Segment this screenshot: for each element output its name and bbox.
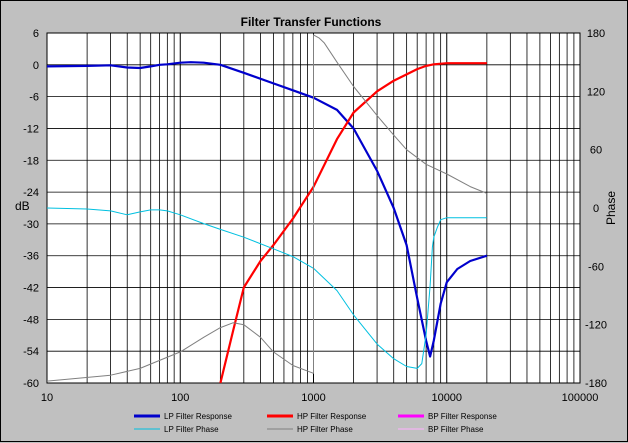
legend-label: HP Filter Response [297, 412, 367, 421]
series-line-1 [219, 62, 487, 384]
axes: 10 100 1000 10000 10000060-6-12-18-24-30-36-… [23, 28, 607, 404]
y-tick-label-right: 120 [587, 86, 605, 98]
legend-label: BP Filter Response [428, 412, 497, 421]
x-tick-label: 100000 [562, 392, 599, 404]
series-line-0 [46, 61, 488, 358]
legend: LP Filter Response HP Filter Response BP F… [134, 412, 497, 434]
y-tick-label-left: -24 [23, 187, 39, 199]
y-tick-label-left: 0 [33, 60, 39, 72]
y-axis-label-left: dB [15, 199, 30, 213]
legend-label: HP Filter Phase [297, 425, 353, 434]
y-tick-label-left: -6 [29, 92, 39, 104]
y-tick-label-right: -180 [585, 378, 607, 390]
y-tick-label-left: -12 [23, 123, 39, 135]
y-axis-label-right: Phase [604, 191, 618, 225]
y-tick-label-right: -60 [588, 261, 604, 273]
legend-label: LP Filter Response [164, 412, 232, 421]
x-tick-label: 100 [171, 392, 189, 404]
x-tick-label: 1000 [301, 392, 325, 404]
y-tick-label-left: -42 [23, 283, 39, 295]
series-layer [46, 34, 488, 384]
x-tick-label: 10000 [431, 392, 462, 404]
y-tick-label-left: -48 [23, 314, 39, 326]
legend-label: LP Filter Phase [164, 425, 219, 434]
y-tick-label-left: -54 [23, 346, 39, 358]
y-tick-label-left: -30 [23, 219, 39, 231]
y-tick-label-left: -18 [23, 155, 39, 167]
chart-title: Filter Transfer Functions [241, 15, 382, 29]
y-tick-label-right: 60 [590, 145, 602, 157]
y-tick-label-left: -36 [23, 251, 39, 263]
x-tick-label: 10 [41, 392, 53, 404]
series-line-3 [46, 207, 487, 369]
y-tick-label-right: 0 [593, 203, 599, 215]
legend-label: BP Filter Phase [428, 425, 484, 434]
series-line-4 [46, 34, 488, 382]
y-tick-label-right: -120 [585, 320, 607, 332]
y-tick-label-left: -60 [23, 378, 39, 390]
y-tick-label-right: 180 [587, 28, 605, 40]
y-tick-label-left: 6 [33, 28, 39, 40]
